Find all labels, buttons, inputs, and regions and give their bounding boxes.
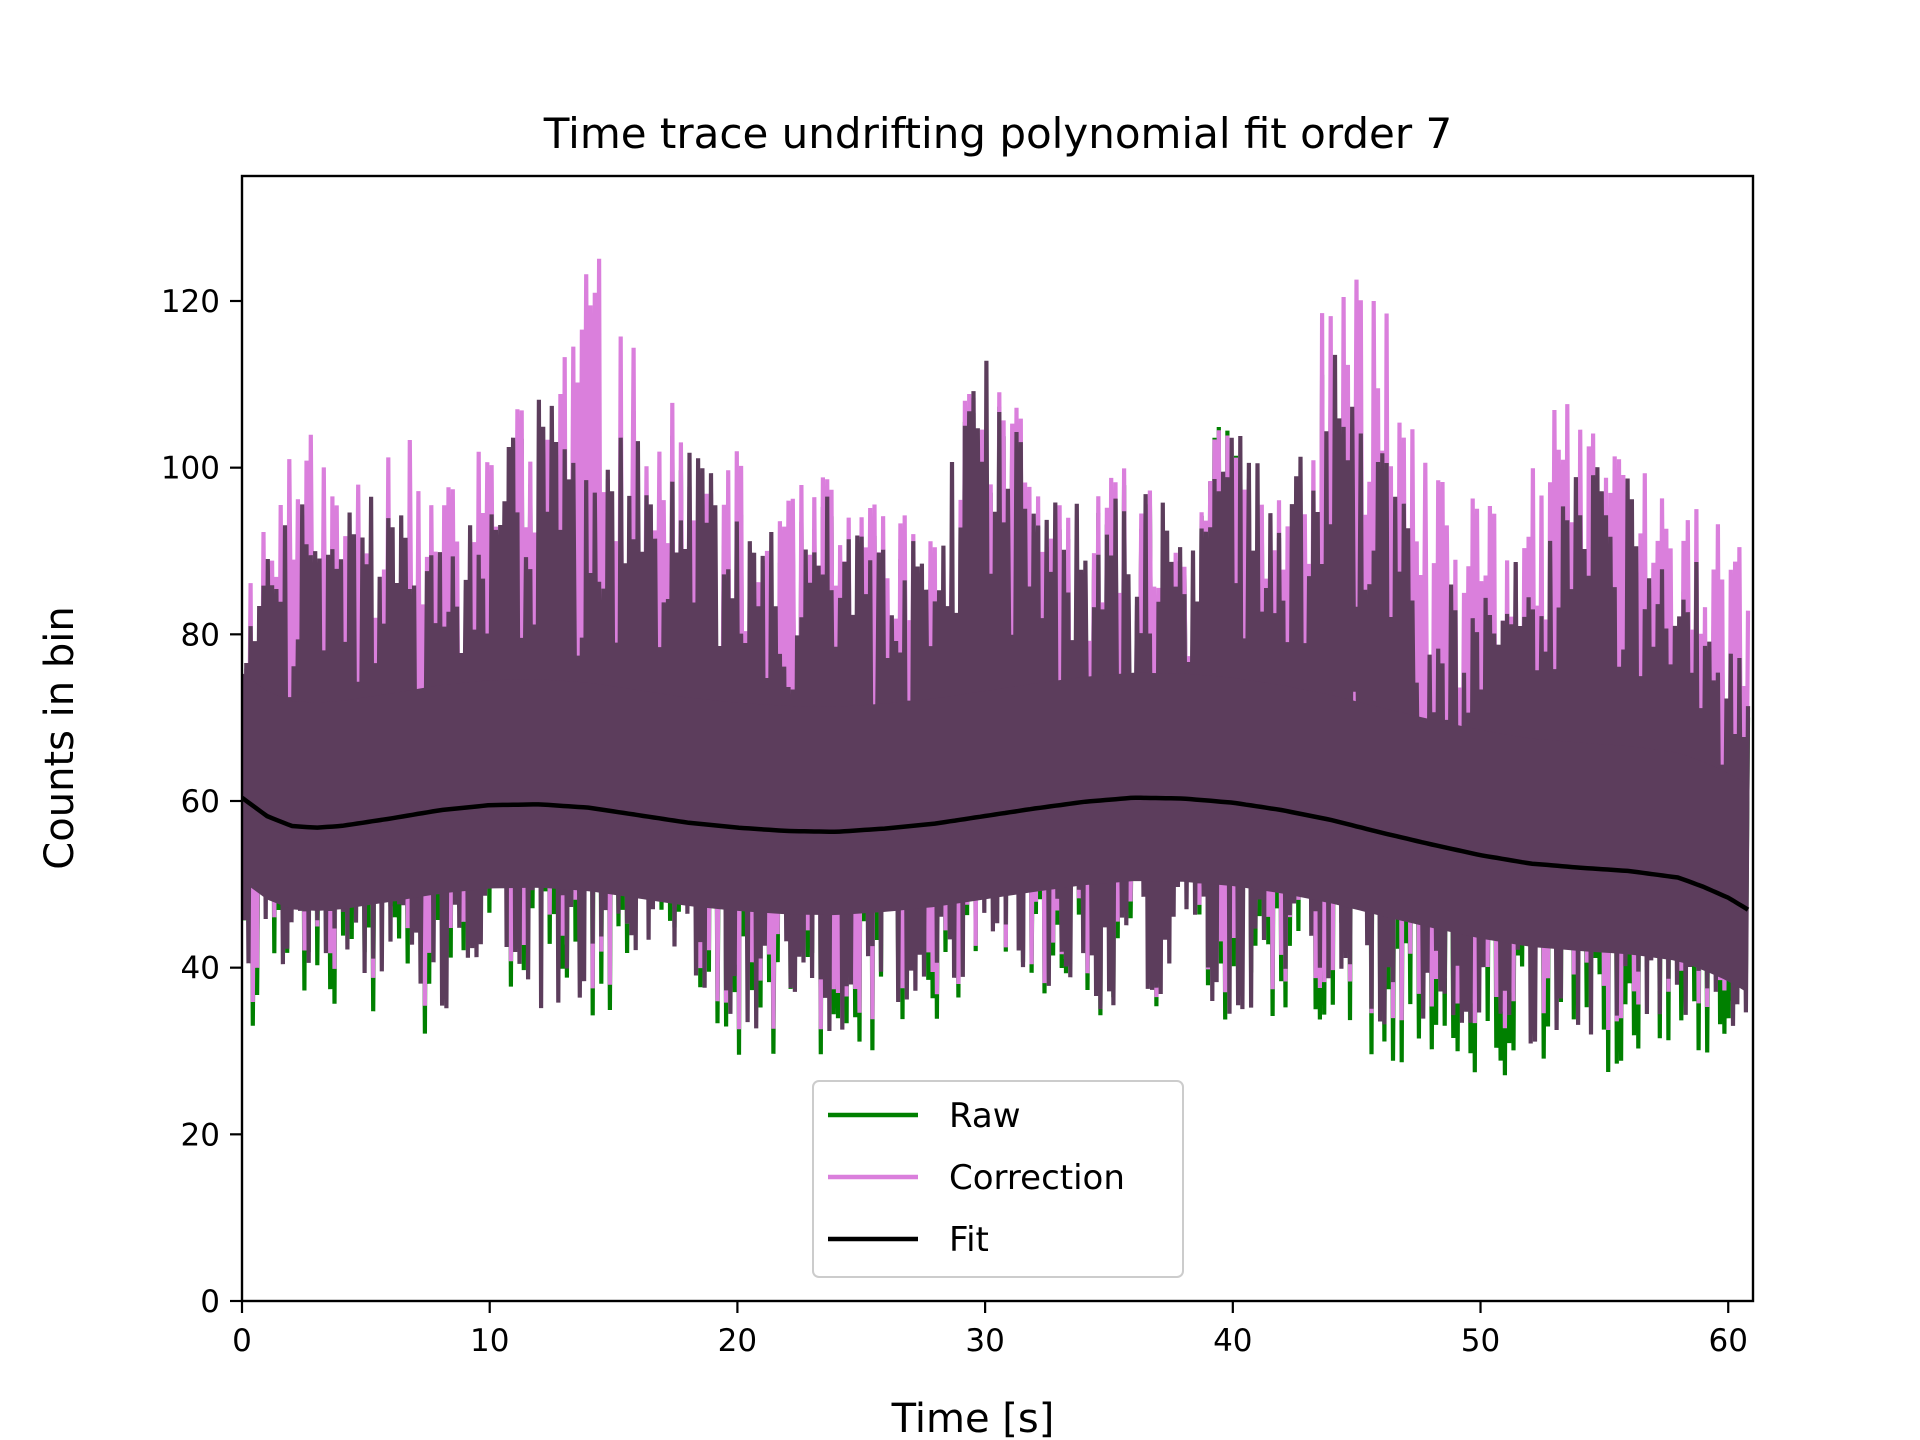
y-tick-label: 120 — [161, 284, 220, 320]
x-tick-label: 10 — [470, 1323, 509, 1359]
legend-label-raw: Raw — [949, 1096, 1021, 1136]
legend-box — [812, 1080, 1184, 1278]
y-tick-label: 80 — [181, 617, 220, 653]
legend: Raw Correction Fit — [812, 1080, 1184, 1278]
y-tick-label: 0 — [200, 1284, 220, 1320]
axes-frame — [240, 174, 1755, 1303]
x-tick-label: 50 — [1461, 1323, 1500, 1359]
series-overlap-band — [242, 672, 1748, 993]
y-tick-label: 20 — [181, 1117, 220, 1153]
x-axis: 0 10 20 30 40 50 60 — [232, 1301, 1748, 1359]
chart-title: Time trace undrifting polynomial fit ord… — [543, 109, 1452, 158]
plot-area — [242, 258, 1751, 1076]
legend-label-fit: Fit — [949, 1220, 989, 1260]
y-axis: 0 20 40 60 80 100 120 — [161, 284, 242, 1320]
x-tick-label: 60 — [1709, 1323, 1748, 1359]
y-tick-label: 40 — [181, 951, 220, 987]
x-axis-label: Time [s] — [891, 1396, 1055, 1440]
x-tick-label: 30 — [965, 1323, 1004, 1359]
x-tick-label: 40 — [1213, 1323, 1252, 1359]
legend-label-correction: Correction — [949, 1158, 1125, 1198]
series-fit-line — [242, 795, 1750, 912]
y-tick-label: 60 — [181, 784, 220, 820]
y-tick-label: 100 — [161, 451, 220, 487]
x-tick-label: 0 — [232, 1323, 252, 1359]
x-tick-label: 20 — [718, 1323, 757, 1359]
y-axis-label: Counts in bin — [37, 606, 83, 869]
